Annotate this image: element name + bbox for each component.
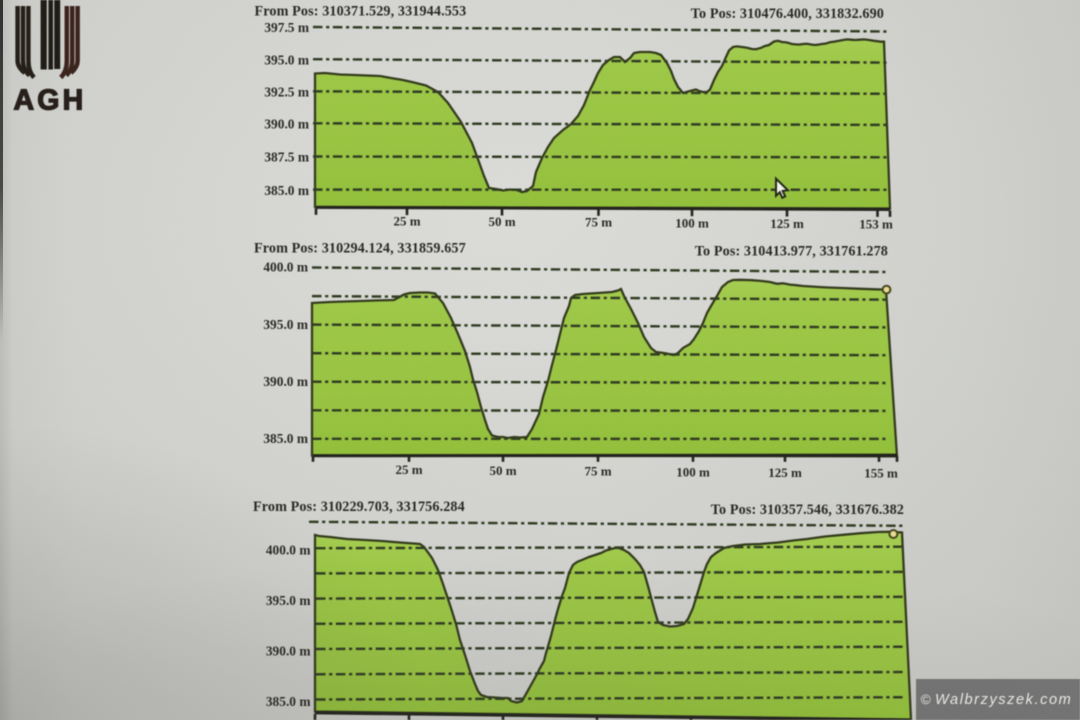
svg-text:395.0 m: 395.0 m bbox=[266, 593, 311, 608]
svg-text:To Pos: 310476.400, 331832.690: To Pos: 310476.400, 331832.690 bbox=[691, 6, 884, 22]
svg-text:385.0 m: 385.0 m bbox=[266, 694, 311, 709]
svg-text:75 m: 75 m bbox=[585, 215, 612, 230]
svg-text:397.5 m: 397.5 m bbox=[264, 20, 309, 35]
svg-text:390.0 m: 390.0 m bbox=[264, 117, 309, 132]
svg-text:395.0 m: 395.0 m bbox=[263, 317, 308, 332]
svg-text:390.0 m: 390.0 m bbox=[266, 643, 311, 658]
svg-text:125 m: 125 m bbox=[770, 216, 804, 231]
svg-text:100 m: 100 m bbox=[675, 215, 709, 230]
svg-text:To Pos: 310413.977, 331761.278: To Pos: 310413.977, 331761.278 bbox=[695, 244, 888, 260]
svg-text:385.0 m: 385.0 m bbox=[263, 431, 308, 446]
svg-text:From Pos: 310371.529, 331944.5: From Pos: 310371.529, 331944.553 bbox=[255, 4, 467, 20]
svg-text:AGH: AGH bbox=[14, 85, 87, 117]
svg-text:392.5 m: 392.5 m bbox=[264, 85, 309, 100]
svg-text:© Walbrzyszek.com: © Walbrzyszek.com bbox=[921, 692, 1073, 708]
svg-text:385.0 m: 385.0 m bbox=[264, 183, 309, 198]
svg-text:400.0 m: 400.0 m bbox=[263, 260, 308, 275]
svg-text:390.0 m: 390.0 m bbox=[263, 374, 308, 389]
svg-text:25 m: 25 m bbox=[393, 214, 420, 229]
svg-text:153 m: 153 m bbox=[859, 217, 893, 232]
svg-text:387.5 m: 387.5 m bbox=[264, 150, 309, 165]
svg-text:From Pos: 310294.124, 331859.6: From Pos: 310294.124, 331859.657 bbox=[254, 240, 466, 256]
svg-text:50 m: 50 m bbox=[489, 463, 516, 478]
svg-text:395.0 m: 395.0 m bbox=[264, 52, 309, 67]
svg-text:To Pos: 310357.546, 331676.382: To Pos: 310357.546, 331676.382 bbox=[711, 502, 904, 518]
svg-text:From Pos: 310229.703, 331756.2: From Pos: 310229.703, 331756.284 bbox=[253, 499, 465, 515]
svg-text:75 m: 75 m bbox=[584, 464, 611, 479]
svg-text:50 m: 50 m bbox=[488, 214, 515, 229]
svg-text:100 m: 100 m bbox=[676, 464, 710, 479]
svg-text:25 m: 25 m bbox=[395, 462, 422, 477]
svg-text:400.0 m: 400.0 m bbox=[266, 543, 311, 558]
svg-text:155 m: 155 m bbox=[864, 465, 898, 480]
svg-text:125 m: 125 m bbox=[768, 465, 802, 480]
